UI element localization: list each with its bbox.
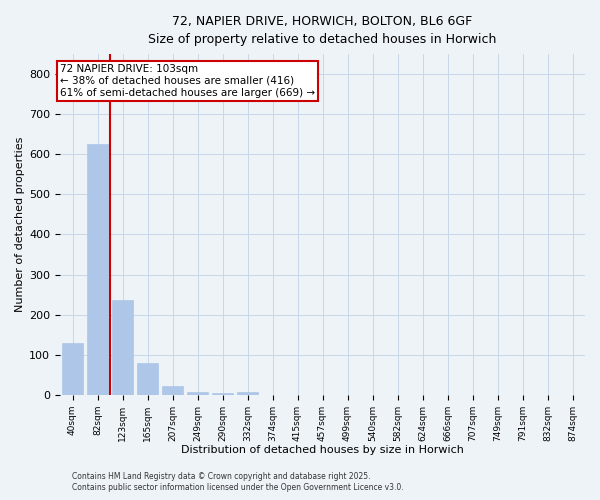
Bar <box>112 300 133 394</box>
Bar <box>212 392 233 394</box>
Bar <box>87 144 108 394</box>
Title: 72, NAPIER DRIVE, HORWICH, BOLTON, BL6 6GF
Size of property relative to detached: 72, NAPIER DRIVE, HORWICH, BOLTON, BL6 6… <box>148 15 497 46</box>
Text: 72 NAPIER DRIVE: 103sqm
← 38% of detached houses are smaller (416)
61% of semi-d: 72 NAPIER DRIVE: 103sqm ← 38% of detache… <box>60 64 315 98</box>
Bar <box>237 392 258 394</box>
Bar <box>162 386 183 394</box>
X-axis label: Distribution of detached houses by size in Horwich: Distribution of detached houses by size … <box>181 445 464 455</box>
Y-axis label: Number of detached properties: Number of detached properties <box>15 136 25 312</box>
Text: Contains HM Land Registry data © Crown copyright and database right 2025.
Contai: Contains HM Land Registry data © Crown c… <box>72 472 404 492</box>
Bar <box>187 392 208 394</box>
Bar <box>62 342 83 394</box>
Bar <box>137 364 158 394</box>
